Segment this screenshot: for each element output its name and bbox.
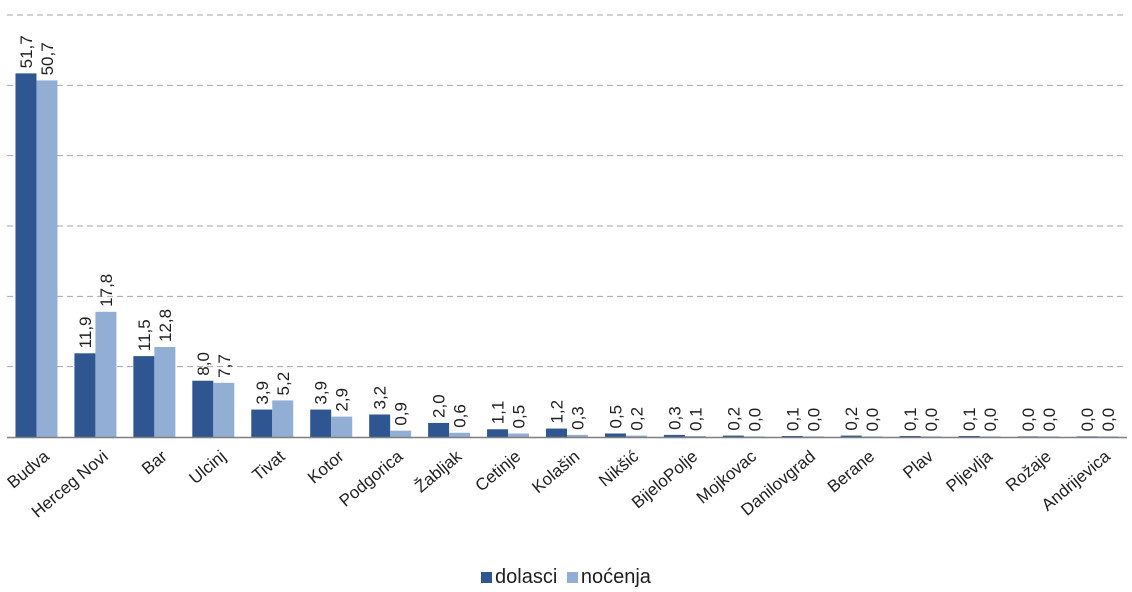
data-label: 0,5 [510,405,529,429]
category-label: Tivat [249,447,289,485]
data-label: 7,7 [215,354,234,378]
bar-noenja-18 [1097,436,1119,437]
data-label: 0,6 [451,404,470,428]
bar-noenja-12 [743,436,765,437]
data-label: 3,9 [253,381,272,405]
data-label: 0,9 [392,402,411,426]
bar-dolasci-15 [899,436,921,437]
data-label: 0,0 [745,408,764,432]
bar-noenja-3 [213,382,235,437]
bar-dolasci-4 [251,409,273,437]
category-label: BijeloPolje [628,447,701,513]
data-label: 12,8 [156,309,175,342]
data-label: 17,8 [97,274,116,307]
bar-dolasci-11 [663,434,685,437]
bar-noenja-15 [920,436,942,437]
bar-noenja-7 [449,432,471,437]
data-label: 0,0 [863,408,882,432]
bar-dolasci-18 [1076,436,1098,437]
category-label: Berane [824,447,878,497]
category-label: Nikšić [595,446,642,490]
legend-swatch-nocenja [566,572,578,583]
data-label: 0,3 [569,406,588,430]
data-label: 8,0 [194,352,213,376]
data-label: 11,9 [76,316,95,348]
data-label: 1,1 [489,401,508,425]
legend-item-nocenja: noćenja [566,566,651,589]
data-label: 1,2 [548,400,567,424]
category-label: Bar [138,446,171,478]
legend: dolasci noćenja [0,566,1132,590]
category-label: Plav [899,446,937,482]
bar-dolasci-3 [192,380,214,437]
data-label: 11,5 [135,319,154,351]
bar-noenja-16 [979,436,1001,437]
data-label: 0,0 [1040,408,1059,432]
bar-noenja-13 [802,436,824,437]
bar-noenja-6 [390,430,412,437]
data-label: 0,2 [627,407,646,431]
legend-swatch-dolasci [481,572,493,583]
legend-label-nocenja: noćenja [580,566,651,588]
bar-dolasci-12 [722,435,744,437]
bar-dolasci-14 [840,435,862,437]
bar-noenja-14 [861,436,883,437]
data-label: 0,0 [1019,408,1038,432]
bar-dolasci-13 [781,436,803,437]
bar-dolasci-10 [604,433,626,437]
data-label: 0,1 [686,407,705,431]
data-label: 3,9 [312,381,331,405]
category-label: Podgorica [336,446,407,510]
data-label: 2,9 [333,388,352,412]
data-label: 0,0 [804,408,823,432]
bar-noenja-9 [567,434,588,437]
category-label: Kolašin [528,447,583,497]
data-label: 2,0 [430,394,449,418]
bar-dolasci-16 [958,436,980,437]
bar-dolasci-9 [546,428,567,437]
data-label: 0,0 [922,408,941,432]
bar-noenja-10 [625,435,647,437]
bar-chart: 51,711,9 11,58,03,9 3,9 3,2 2,0 1,1 1,2 0,5 0,3 0… [4,14,1127,521]
category-label: Ulcinj [186,447,230,488]
data-label: 51,7 [17,35,36,68]
data-label: 0,0 [981,408,1000,432]
data-label: 5,2 [274,372,293,396]
bar-dolasci-1 [74,353,96,437]
category-label: Kotor [304,446,348,487]
legend-item-dolasci: dolasci [481,566,557,589]
data-label: 0,2 [842,407,861,431]
bar-dolasci-5 [310,409,332,437]
bar-noenja-1 [95,311,117,437]
bar-noenja-5 [331,416,353,437]
legend-label-dolasci: dolasci [495,566,558,588]
bar-dolasci-6 [369,414,391,437]
category-label: Žabljak [411,446,466,496]
data-label: 0,1 [783,407,802,431]
category-label: Pljevlja [942,446,996,496]
bar-dolasci-2 [133,356,155,437]
data-label: 50,7 [38,42,57,75]
data-label: 0,2 [724,407,743,431]
category-label: Rožaje [1002,447,1055,496]
data-label: 0,1 [960,407,979,431]
data-label: 0,0 [1099,408,1118,432]
bar-noenja-8 [508,433,530,437]
bar-noenja-4 [272,400,294,437]
bar-dolasci-8 [487,429,509,437]
bar-dolasci-17 [1017,436,1039,437]
bar-noenja-2 [154,346,176,437]
bar-noenja-0 [36,80,58,437]
bar-noenja-11 [684,436,706,437]
category-label: Cetinje [472,447,525,496]
bar-noenja-17 [1038,436,1060,437]
data-label: 0,3 [665,406,684,430]
data-label: 0,0 [1078,408,1097,432]
data-label: 3,2 [371,386,390,410]
data-label: 0,1 [901,407,920,431]
data-label: 0,5 [606,405,625,429]
category-label: Budva [4,446,54,492]
bar-dolasci-0 [15,73,37,438]
bar-dolasci-7 [428,422,450,437]
